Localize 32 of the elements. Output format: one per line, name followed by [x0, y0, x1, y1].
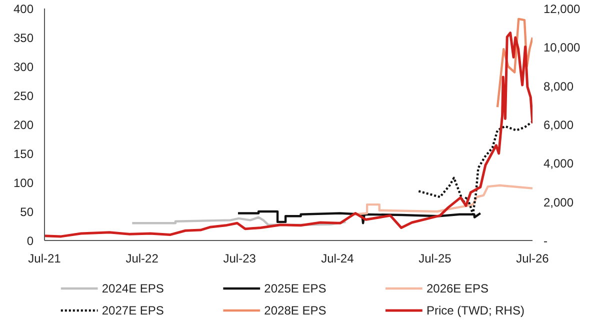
y-tick-label: 150	[13, 147, 34, 161]
x-tick-label: Jul-26	[516, 252, 550, 266]
legend-label: Price (TWD; RHS)	[426, 304, 524, 318]
y-tick-label: 400	[13, 2, 34, 16]
line-series	[131, 216, 347, 226]
x-tick-label: Jul-25	[418, 252, 452, 266]
x-tick-label: Jul-21	[28, 252, 62, 266]
y2-tick-label: 12,000	[544, 2, 581, 16]
x-tick-label: Jul-24	[321, 252, 354, 266]
y2-tick-label: 6,000	[544, 118, 574, 132]
x-tick-label: Jul-22	[126, 252, 159, 266]
x-tick-label: Jul-23	[223, 252, 256, 266]
y2-tick-label: 4,000	[544, 156, 574, 171]
y-tick-label: 300	[13, 60, 34, 74]
y-tick-label: 0	[26, 234, 34, 248]
line-series	[44, 32, 532, 238]
line-series	[496, 18, 532, 108]
y-tick-label: 100	[13, 176, 34, 190]
y2-tick-label: 10,000	[544, 40, 581, 55]
legend-label: 2028E EPS	[264, 304, 326, 318]
y-tick-label: 250	[13, 89, 34, 103]
y-tick-label: 350	[13, 31, 34, 45]
legend-label: 2024E EPS	[102, 282, 164, 296]
legend-label: 2027E EPS	[102, 304, 164, 318]
legend-label: 2026E EPS	[426, 282, 489, 296]
line-series	[352, 184, 532, 216]
y2-tick-label: 8,000	[544, 79, 574, 94]
y-tick-label: 50	[20, 205, 34, 219]
legend-label: 2025E EPS	[264, 282, 326, 296]
y-tick-label: 200	[13, 118, 34, 132]
y2-tick-label: -	[544, 234, 548, 248]
y2-tick-label: 2,000	[544, 195, 574, 210]
